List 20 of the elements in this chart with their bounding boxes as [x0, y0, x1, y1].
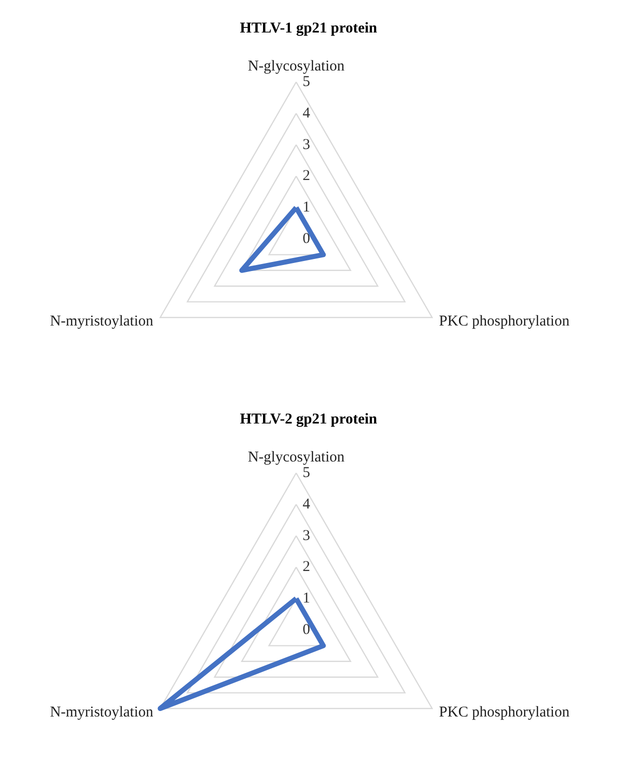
y-tick-label: 0 — [302, 622, 310, 638]
spoke-label: N-myristoylation — [50, 704, 154, 720]
y-tick-label: 2 — [302, 168, 310, 184]
spoke-label: N-myristoylation — [50, 314, 154, 330]
spoke-label: PKC phosphorylation — [439, 704, 570, 720]
y-tick-label: 5 — [302, 465, 310, 481]
spoke-label: PKC phosphorylation — [439, 314, 570, 330]
y-tick-label: 3 — [302, 136, 310, 153]
y-tick-label: 4 — [302, 496, 311, 512]
spoke-label: N-glycosylation — [248, 58, 345, 74]
y-tick-label: 1 — [302, 200, 310, 216]
y-tick-label: 5 — [302, 74, 310, 90]
y-tick-label: 2 — [302, 559, 310, 576]
chart-title: HTLV-1 gp21 protein — [240, 20, 378, 36]
y-tick-label: 3 — [302, 528, 310, 544]
y-tick-label: 0 — [302, 231, 310, 247]
y-tick-label: 1 — [302, 590, 310, 607]
chart-title: HTLV-2 gp21 protein — [240, 412, 378, 428]
spoke-label: N-glycosylation — [248, 450, 345, 466]
y-tick-label: 4 — [302, 105, 311, 122]
